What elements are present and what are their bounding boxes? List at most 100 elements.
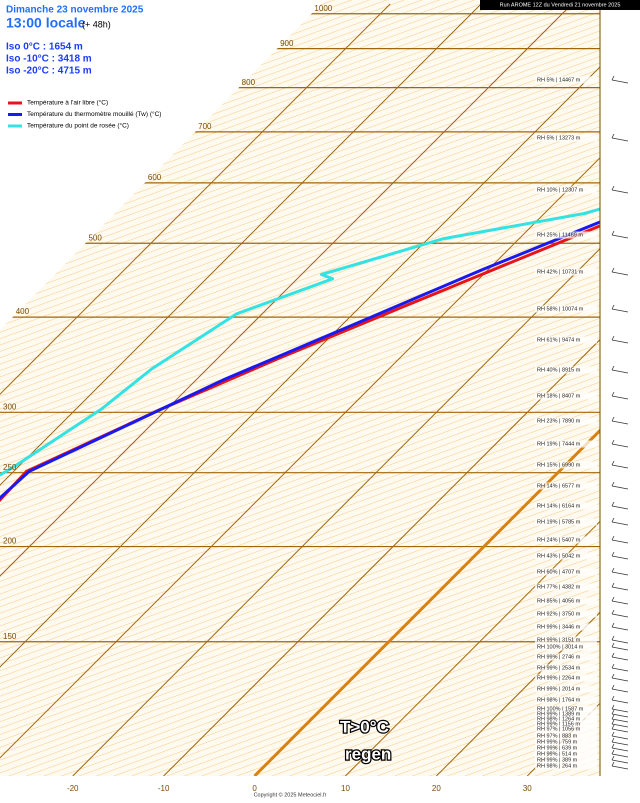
level-label: RH 99% | 3446 m: [537, 624, 581, 630]
wind-barb: [611, 635, 615, 641]
wind-barb: [611, 600, 629, 605]
level-label-bg: [535, 653, 597, 661]
level-label: RH 99% | 639 m: [537, 745, 578, 751]
level-label-bg: [535, 732, 597, 740]
wind-barb: [611, 724, 615, 730]
subtitle: 13:00 locale: [6, 15, 86, 31]
iso-level: Iso 0°C : 1654 m: [6, 42, 83, 53]
level-label: RH 97% | 1056 m: [537, 726, 581, 732]
level-label: RH 15% | 6990 m: [537, 462, 581, 468]
wind-barb: [611, 133, 615, 139]
level-labels: RH 5% | 14467 m RH 5% | 13273 m RH 10% | 1…: [535, 76, 597, 770]
wind-barb: [611, 646, 629, 651]
wind-barb: [611, 743, 615, 749]
wind-barb: [611, 755, 615, 761]
x-tick-label: 0: [252, 784, 257, 793]
wind-barb: [611, 230, 615, 236]
wind-barb: [611, 667, 629, 672]
level-label-bg: [535, 674, 597, 682]
y-tick-label: 700: [198, 122, 212, 131]
wind-barb: [611, 395, 629, 400]
level-label: RH 14% | 6164 m: [537, 503, 581, 509]
level-label-bg: [535, 502, 597, 510]
level-label: RH 99% | 2534 m: [537, 665, 581, 671]
level-label-bg: [535, 597, 597, 605]
annotation: T>0°C: [340, 717, 389, 736]
level-label: RH 85% | 4056 m: [537, 598, 581, 604]
level-label: RH 10% | 12307 m: [537, 187, 584, 193]
level-label-bg: [535, 482, 597, 490]
wind-barb: [611, 753, 629, 758]
temperature-curve: [0, 8, 600, 704]
wind-barb: [611, 369, 629, 374]
level-label-bg: [535, 568, 597, 576]
isotherm: [0, 3, 573, 776]
isotherm: [163, 3, 600, 776]
wind-barb: [611, 737, 615, 743]
wind-barb: [611, 673, 615, 679]
y-tick-label: 900: [280, 39, 294, 48]
level-label: RH 24% | 5407 m: [537, 537, 581, 543]
level-label-bg: [535, 134, 597, 142]
level-label-bg: [535, 744, 597, 752]
wind-barb: [611, 709, 615, 715]
wind-barb: [611, 713, 629, 718]
x-tick-label: 30: [523, 784, 532, 793]
level-label-bg: [535, 610, 597, 618]
copyright: Copyright © 2025 Meteociel.fr: [254, 791, 327, 798]
level-label-bg: [535, 552, 597, 560]
wind-barb: [611, 741, 629, 746]
isotherm: [0, 3, 600, 776]
wind-barb: [611, 723, 629, 728]
level-label: RH 5% | 13273 m: [537, 135, 581, 141]
level-label: RH 99% | 1156 m: [537, 721, 580, 727]
y-tick-label: 600: [148, 173, 162, 182]
y-tick-label: 800: [242, 78, 256, 87]
wind-barb: [611, 571, 629, 576]
level-label-bg: [535, 715, 597, 723]
level-label: RH 98% | 1764 m: [537, 697, 581, 703]
level-label: RH 99% | 3151 m: [537, 637, 581, 643]
level-label-bg: [535, 440, 597, 448]
wind-barb: [611, 609, 615, 615]
wind-barb: [611, 567, 615, 573]
level-label: RH 98% | 1264 m: [537, 716, 581, 722]
level-label: RH 43% | 5042 m: [537, 553, 581, 559]
wind-barb: [611, 626, 629, 631]
level-label: RH 99% | 514 m: [537, 751, 578, 757]
legend-label: Température à l'air libre (°C): [27, 99, 108, 107]
level-label-bg: [535, 366, 597, 374]
wind-barb: [611, 439, 615, 445]
wind-barb: [611, 551, 615, 557]
level-label-bg: [535, 750, 597, 758]
wind-barb: [611, 613, 629, 618]
wind-barb: [611, 677, 629, 682]
wind-barb: [611, 391, 615, 397]
level-label-bg: [535, 705, 597, 713]
wind-barb: [611, 704, 615, 710]
level-label-bg: [535, 696, 597, 704]
wind-barb: [611, 335, 615, 341]
y-tick-label: 500: [88, 233, 102, 242]
wind-barb: [611, 596, 615, 602]
y-tick-label: 1000: [314, 4, 332, 13]
level-label-bg: [535, 392, 597, 400]
wind-barb: [611, 460, 615, 466]
wind-barb: [611, 731, 615, 737]
wind-barb: [611, 443, 629, 448]
level-label-bg: [535, 762, 597, 770]
level-label: RH 60% | 4707 m: [537, 569, 581, 575]
level-label: RH 23% | 7890 m: [537, 418, 581, 424]
wind-barb: [611, 271, 629, 276]
wind-barb: [611, 521, 629, 526]
wind-barb: [611, 79, 629, 84]
level-label: RH 42% | 10731 m: [537, 269, 584, 275]
level-label: RH 98% | 264 m: [537, 763, 578, 769]
level-label: RH 61% | 9474 m: [537, 337, 581, 343]
wind-barb: [611, 714, 615, 720]
wind-barb: [611, 420, 629, 425]
level-label: RH 18% | 8407 m: [537, 393, 581, 399]
x-tick-label: -10: [158, 784, 170, 793]
wind-barb: [611, 464, 629, 469]
